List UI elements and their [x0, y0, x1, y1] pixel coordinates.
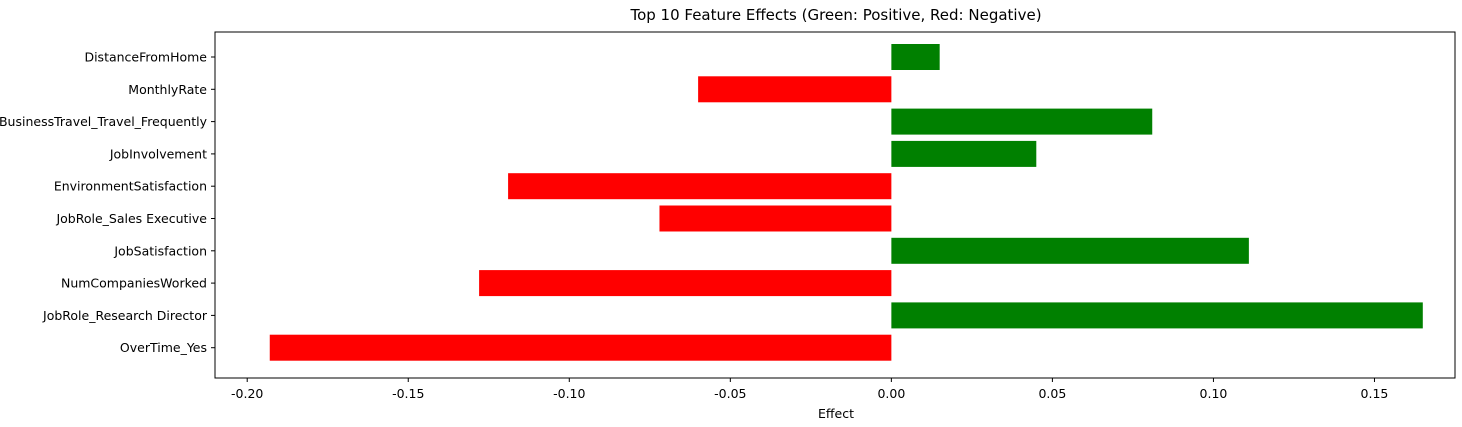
bar-environmentsatisfaction: [508, 173, 892, 200]
y-tick-label: JobSatisfaction: [113, 243, 207, 258]
x-tick-label: 0.05: [1038, 386, 1066, 401]
x-tick-label: -0.10: [553, 386, 585, 401]
y-tick-label: JobRole_Sales Executive: [55, 211, 207, 226]
bar-overtime-yes: [269, 334, 892, 361]
bar-jobrole-sales-executive: [659, 205, 892, 232]
x-tick-label: 0.10: [1200, 386, 1228, 401]
bars-layer: [269, 44, 1423, 361]
bar-distancefromhome: [891, 44, 940, 70]
bar-businesstravel-travel-frequently: [891, 108, 1153, 135]
x-tick-label: -0.20: [231, 386, 263, 401]
y-axis: DistanceFromHome MonthlyRate BusinessTrave…: [0, 50, 215, 355]
x-tick-label: 0.15: [1361, 386, 1389, 401]
bar-numcompaniesworked: [479, 270, 892, 297]
bar-jobsatisfaction: [891, 237, 1249, 264]
y-tick-label: JobRole_Research Director: [42, 308, 208, 323]
x-tick-label: -0.15: [392, 386, 424, 401]
chart-title: Top 10 Feature Effects (Green: Positive,…: [629, 6, 1041, 24]
y-tick-label: DistanceFromHome: [84, 50, 207, 65]
bar-jobrole-research-director: [891, 302, 1423, 329]
x-axis: -0.20 -0.15 -0.10 -0.05 0.00 0.05 0.10 0.15: [231, 378, 1388, 401]
bar-monthlyrate: [698, 76, 892, 103]
x-axis-label: Effect: [818, 406, 854, 421]
y-tick-label: EnvironmentSatisfaction: [54, 179, 207, 194]
y-tick-label: NumCompaniesWorked: [61, 276, 207, 291]
x-tick-label: -0.05: [714, 386, 746, 401]
x-tick-label: 0.00: [877, 386, 905, 401]
y-tick-label: MonthlyRate: [128, 82, 207, 97]
y-tick-label: OverTime_Yes: [120, 340, 207, 355]
y-tick-label: BusinessTravel_Travel_Frequently: [0, 114, 208, 129]
bar-jobinvolvement: [891, 140, 1037, 167]
y-tick-label: JobInvolvement: [109, 146, 207, 161]
plot-frame: [214, 31, 1456, 379]
